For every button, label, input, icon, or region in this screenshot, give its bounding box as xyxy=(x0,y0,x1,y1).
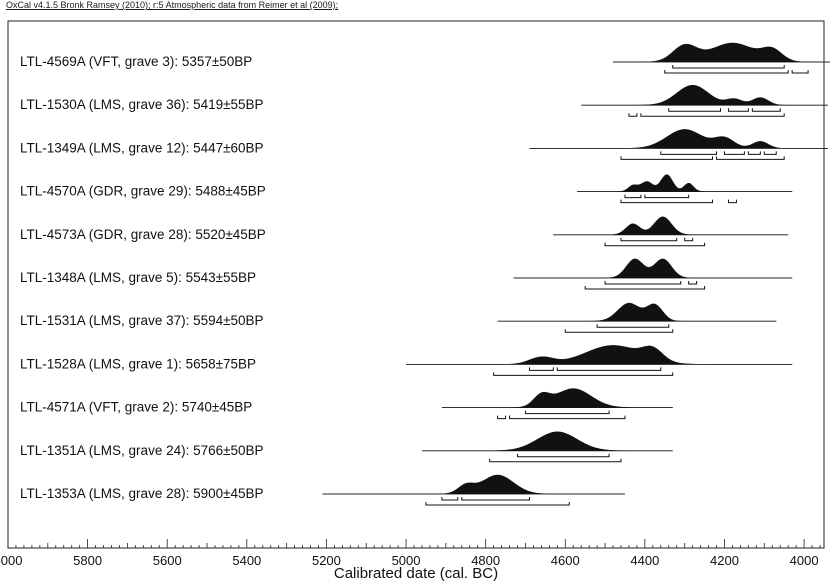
range-bar-95 xyxy=(716,156,785,160)
range-bar-68 xyxy=(620,237,678,242)
range-bar-95 xyxy=(509,415,626,420)
series-label: LTL-1353A (LMS, grave 28): 5900±45BP xyxy=(20,486,264,501)
x-axis: 6000 5800 5600 5400 5200 5000 4800 4600 4400 4200… xyxy=(0,539,821,568)
x-tick-label: 6000 xyxy=(0,553,22,568)
range-bar-68 xyxy=(723,151,745,155)
range-bar-68 xyxy=(596,324,670,328)
range-bar-95 xyxy=(620,199,714,204)
series-label: LTL-1351A (LMS, grave 24): 5766±50BP xyxy=(20,443,264,458)
range-bar-95 xyxy=(664,70,789,74)
range-bar-95 xyxy=(497,415,507,420)
range-bar-95 xyxy=(604,242,706,247)
range-bar-95 xyxy=(727,199,737,204)
x-tick-label: 5400 xyxy=(232,553,261,568)
range-bar-95 xyxy=(620,156,714,160)
x-tick-label: 4000 xyxy=(790,553,819,568)
range-bar-68 xyxy=(528,367,554,371)
range-bar-68 xyxy=(747,151,761,155)
range-bar-68 xyxy=(441,497,459,501)
probability-distribution xyxy=(497,302,777,322)
series-row: LTL-1530A (LMS, grave 36): 5419±55BP xyxy=(20,84,828,117)
range-bar-68 xyxy=(751,108,781,112)
range-bar-95 xyxy=(489,458,622,463)
range-bar-95 xyxy=(584,286,706,290)
series-row: LTL-4570A (GDR, grave 29): 5488±45BP xyxy=(20,174,793,204)
probability-distribution xyxy=(322,474,625,495)
series-label: LTL-4571A (VFT, grave 2): 5740±45BP xyxy=(20,400,252,415)
series-label: LTL-4569A (VFT, grave 3): 5357±50BP xyxy=(20,54,252,69)
probability-distribution xyxy=(553,216,789,236)
range-bar-95 xyxy=(493,372,674,376)
series-label: LTL-1531A (LMS, grave 37): 5594±50BP xyxy=(20,313,264,328)
x-tick-label: 4200 xyxy=(710,553,739,568)
range-bar-95 xyxy=(628,113,638,117)
series-row: LTL-1348A (LMS, grave 5): 5543±55BP xyxy=(20,258,793,290)
series-label: LTL-4573A (GDR, grave 28): 5520±45BP xyxy=(20,227,266,242)
range-bar-68 xyxy=(644,194,690,199)
series-row: LTL-4571A (VFT, grave 2): 5740±45BP xyxy=(20,388,673,420)
range-bar-95 xyxy=(425,502,570,506)
x-tick-label: 4800 xyxy=(471,553,500,568)
range-bar-95 xyxy=(564,329,674,333)
range-bar-68 xyxy=(684,237,694,242)
plot-frame xyxy=(7,20,825,549)
series-row: LTL-1531A (LMS, grave 37): 5594±50BP xyxy=(20,302,777,333)
series-row: LTL-4573A (GDR, grave 28): 5520±45BP xyxy=(20,216,789,247)
range-bar-68 xyxy=(524,410,610,415)
range-bar-68 xyxy=(668,108,722,112)
series-row: LTL-1349A (LMS, grave 12): 5447±60BP xyxy=(20,129,828,160)
x-tick-label: 5600 xyxy=(153,553,182,568)
series-label: LTL-4570A (GDR, grave 29): 5488±45BP xyxy=(20,184,266,199)
probability-distribution xyxy=(613,42,830,63)
probability-distribution xyxy=(441,388,673,408)
range-bar-68 xyxy=(660,151,718,155)
series-label: LTL-1530A (LMS, grave 36): 5419±55BP xyxy=(20,97,264,112)
series-label: LTL-1528A (LMS, grave 1): 5658±75BP xyxy=(20,356,256,371)
x-tick-label: 5200 xyxy=(312,553,341,568)
probability-distribution xyxy=(577,174,793,192)
probability-distribution xyxy=(513,258,793,279)
plot-rows: LTL-4569A (VFT, grave 3): 5357±50BP LTL-1… xyxy=(20,42,830,506)
oxcal-header: OxCal v4.1.5 Bronk Ramsey (2010); r:5 At… xyxy=(6,0,339,10)
x-tick-label: 4600 xyxy=(551,553,580,568)
series-row: LTL-1351A (LMS, grave 24): 5766±50BP xyxy=(20,431,673,463)
x-axis-label: Calibrated date (cal. BC) xyxy=(334,565,498,582)
range-bar-68 xyxy=(461,497,530,501)
range-bar-68 xyxy=(517,453,610,458)
x-tick-label: 5000 xyxy=(392,553,421,568)
series-row: LTL-4569A (VFT, grave 3): 5357±50BP xyxy=(20,42,830,74)
probability-distribution xyxy=(422,431,673,452)
x-tick-label: 5800 xyxy=(73,553,102,568)
range-bar-95 xyxy=(640,113,785,117)
range-bar-95 xyxy=(791,70,809,74)
range-bar-68 xyxy=(727,108,749,112)
probability-distribution xyxy=(529,129,828,149)
probability-distribution xyxy=(406,345,793,365)
probability-distribution xyxy=(581,84,828,106)
range-bar-68 xyxy=(763,151,777,155)
range-bar-68 xyxy=(624,194,642,199)
range-bar-68 xyxy=(556,367,662,371)
series-row: LTL-1528A (LMS, grave 1): 5658±75BP xyxy=(20,345,793,376)
range-bar-68 xyxy=(688,281,698,285)
series-label: LTL-1349A (LMS, grave 12): 5447±60BP xyxy=(20,140,264,155)
range-bar-68 xyxy=(604,281,682,285)
x-tick-label: 4400 xyxy=(630,553,659,568)
series-label: LTL-1348A (LMS, grave 5): 5543±55BP xyxy=(20,270,256,285)
series-row: LTL-1353A (LMS, grave 28): 5900±45BP xyxy=(20,474,625,506)
range-bar-68 xyxy=(672,65,785,69)
